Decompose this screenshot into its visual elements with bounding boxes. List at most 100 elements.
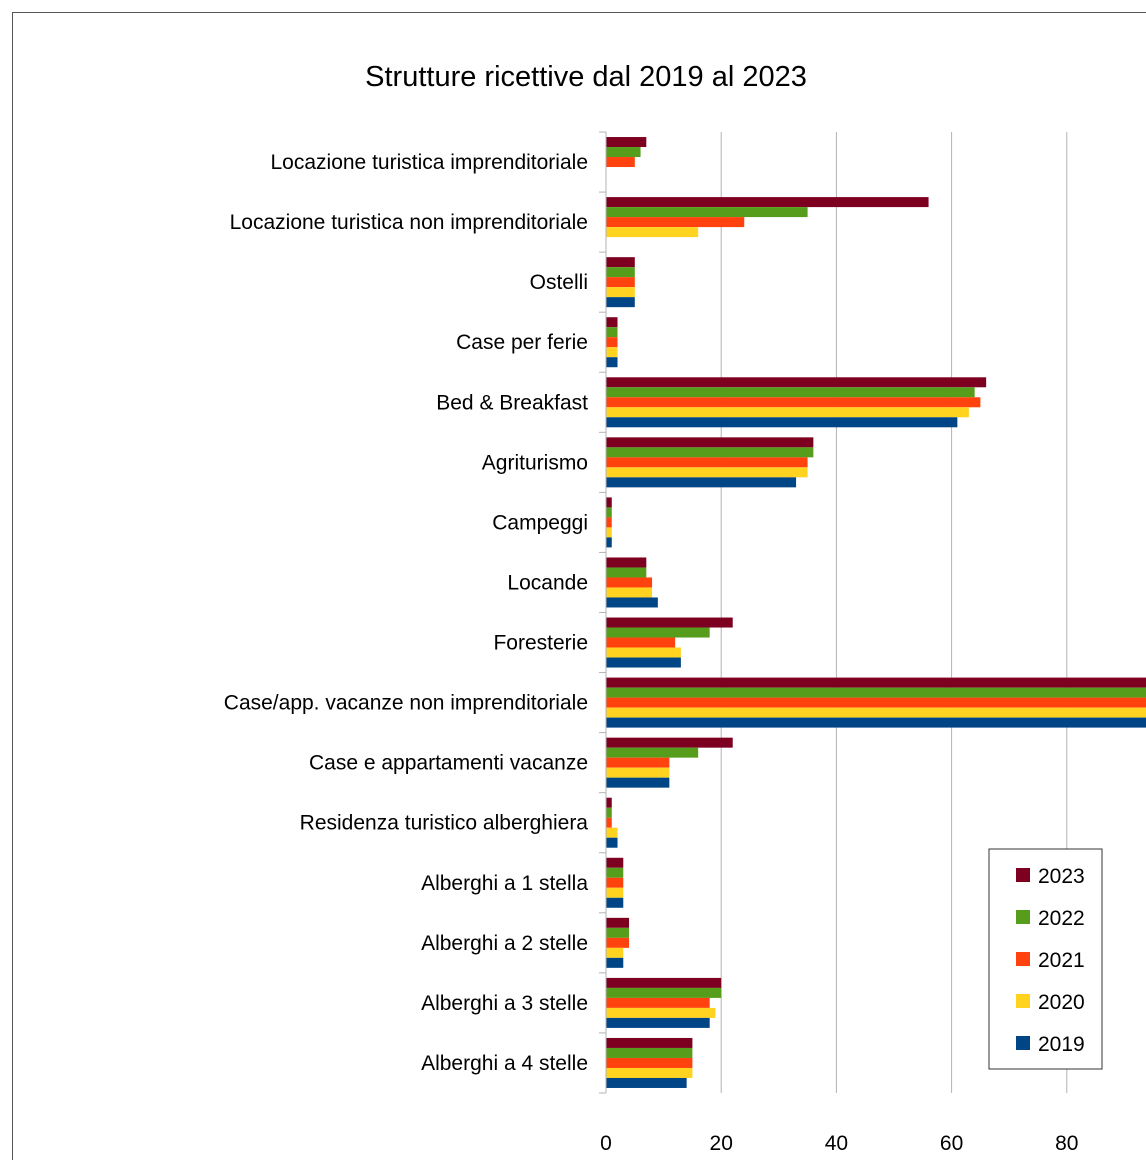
bar-2022 — [606, 687, 1146, 698]
legend-swatch — [1016, 868, 1030, 882]
category-labels: Locazione turistica imprenditoriale Locaz… — [224, 151, 589, 1075]
bar-2022 — [606, 1047, 693, 1058]
bar-2019 — [606, 837, 618, 848]
bar-2021 — [606, 217, 745, 228]
legend-label: 2023 — [1038, 865, 1085, 888]
category-label: Alberghi a 3 stelle — [421, 992, 588, 1015]
legend-label: 2022 — [1038, 907, 1085, 930]
bar-2021 — [606, 337, 618, 348]
bar-2021 — [606, 397, 981, 408]
bar-2019 — [606, 417, 958, 428]
bar-2023 — [606, 737, 733, 748]
bar-2020 — [606, 527, 612, 538]
bar-2023 — [606, 677, 1146, 688]
bar-2023 — [606, 257, 635, 268]
bar-2023 — [606, 977, 722, 988]
x-tick-label: 20 — [710, 1132, 733, 1155]
bar-2019 — [606, 597, 658, 608]
bar-2022 — [606, 807, 612, 818]
category-label: Campeggi — [492, 511, 588, 534]
bar-2019 — [606, 477, 797, 488]
legend-label: 2020 — [1038, 991, 1085, 1014]
bar-2021 — [606, 877, 624, 888]
category-label: Alberghi a 1 stella — [421, 872, 588, 895]
bar-2020 — [606, 407, 969, 418]
legend-swatch — [1016, 1036, 1030, 1050]
bar-2023 — [606, 437, 814, 448]
bars — [606, 137, 1146, 1088]
category-label: Residenza turistico alberghiera — [300, 812, 589, 835]
bar-2021 — [606, 757, 670, 768]
category-label: Locande — [507, 571, 588, 594]
bar-2021 — [606, 517, 612, 528]
bar-2021 — [606, 817, 612, 828]
category-label: Locazione turistica non imprenditoriale — [230, 211, 588, 234]
bar-2022 — [606, 747, 699, 758]
bar-2020 — [606, 887, 624, 898]
bar-2019 — [606, 657, 681, 668]
bar-2019 — [606, 717, 1146, 728]
axes — [599, 131, 607, 1094]
x-tick-label: 40 — [825, 1132, 848, 1155]
legend-label: 2019 — [1038, 1033, 1085, 1056]
legend-box — [988, 848, 1103, 1070]
category-label: Foresterie — [493, 632, 588, 655]
bar-2022 — [606, 387, 975, 398]
bar-2021 — [606, 997, 710, 1008]
bar-2021 — [606, 937, 630, 948]
bar-2020 — [606, 707, 1146, 718]
bar-2020 — [606, 347, 618, 358]
bar-2022 — [606, 987, 722, 998]
bar-2019 — [606, 537, 612, 548]
legend-swatch — [1016, 910, 1030, 924]
bar-2019 — [606, 897, 624, 908]
bar-2022 — [606, 147, 641, 158]
bar-2023 — [606, 197, 929, 208]
bar-2020 — [606, 947, 624, 958]
bar-2023 — [606, 557, 647, 568]
category-label: Case per ferie — [456, 331, 588, 354]
grid-lines — [720, 132, 1068, 1093]
x-tick-label: 80 — [1055, 1132, 1078, 1155]
chart-title: Strutture ricettive dal 2019 al 2023 — [365, 61, 807, 93]
legend: 2023 2022 2021 2020 2019 — [988, 848, 1103, 1070]
x-tick-label: 60 — [940, 1132, 963, 1155]
bar-2022 — [606, 507, 612, 518]
x-tick-labels: 020406080100120140160180 — [600, 1132, 1078, 1155]
bar-2019 — [606, 777, 670, 788]
bar-2019 — [606, 1017, 710, 1028]
bar-2023 — [606, 317, 618, 328]
bar-2023 — [606, 497, 612, 508]
bar-2023 — [606, 797, 612, 808]
bar-2019 — [606, 957, 624, 968]
category-label: Agriturismo — [482, 451, 588, 474]
category-label: Alberghi a 4 stelle — [421, 1052, 588, 1075]
bar-2020 — [606, 647, 681, 658]
bar-2022 — [606, 867, 624, 878]
bar-2022 — [606, 927, 630, 938]
bar-2020 — [606, 227, 699, 238]
bar-2022 — [606, 207, 808, 218]
bar-2019 — [606, 1077, 687, 1088]
bar-2020 — [606, 587, 653, 598]
bar-2020 — [606, 287, 635, 298]
legend-label: 2021 — [1038, 949, 1085, 972]
bar-2020 — [606, 827, 618, 838]
category-label: Bed & Breakfast — [436, 391, 588, 414]
bar-2022 — [606, 627, 710, 638]
bar-2021 — [606, 157, 635, 168]
bar-2020 — [606, 467, 808, 478]
bar-2023 — [606, 1037, 693, 1048]
bar-2021 — [606, 577, 653, 588]
x-tick-label: 0 — [600, 1132, 612, 1155]
bar-2019 — [606, 357, 618, 368]
bar-2022 — [606, 327, 618, 338]
bar-2021 — [606, 457, 808, 468]
category-label: Alberghi a 2 stelle — [421, 932, 588, 955]
bar-2023 — [606, 137, 647, 148]
bar-2021 — [606, 277, 635, 288]
bar-2022 — [606, 447, 814, 458]
bar-2021 — [606, 1057, 693, 1068]
bar-2023 — [606, 857, 624, 868]
